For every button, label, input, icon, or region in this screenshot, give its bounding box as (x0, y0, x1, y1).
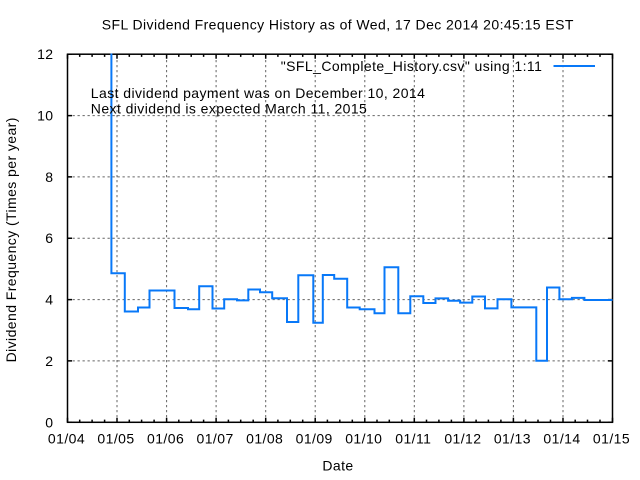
svg-text:01/10: 01/10 (345, 431, 382, 447)
svg-text:0: 0 (45, 414, 53, 430)
svg-text:6: 6 (45, 230, 53, 246)
svg-text:Next dividend is expected Marc: Next dividend is expected March 11, 2015 (91, 101, 367, 117)
svg-text:01/06: 01/06 (147, 431, 184, 447)
svg-text:12: 12 (37, 46, 53, 62)
svg-text:01/11: 01/11 (395, 431, 431, 447)
svg-text:01/04: 01/04 (48, 431, 85, 447)
svg-text:01/07: 01/07 (197, 431, 234, 447)
svg-text:2: 2 (45, 353, 53, 369)
svg-text:Date: Date (322, 458, 353, 474)
svg-text:01/13: 01/13 (494, 431, 531, 447)
svg-text:10: 10 (37, 108, 53, 124)
svg-text:4: 4 (45, 292, 53, 308)
svg-text:01/08: 01/08 (246, 431, 283, 447)
svg-text:Last dividend payment was on D: Last dividend payment was on December 10… (91, 85, 426, 101)
svg-text:01/14: 01/14 (543, 431, 580, 447)
svg-text:"SFL_Complete_History.csv" usi: "SFL_Complete_History.csv" using 1:11 (281, 58, 543, 74)
svg-text:01/09: 01/09 (296, 431, 333, 447)
svg-text:8: 8 (45, 169, 53, 185)
svg-text:SFL Dividend Frequency History: SFL Dividend Frequency History as of Wed… (102, 17, 574, 33)
svg-text:01/12: 01/12 (444, 431, 481, 447)
svg-text:01/05: 01/05 (97, 431, 134, 447)
svg-text:01/15: 01/15 (593, 431, 630, 447)
svg-text:Dividend Frequency (Times per: Dividend Frequency (Times per year) (3, 117, 19, 362)
